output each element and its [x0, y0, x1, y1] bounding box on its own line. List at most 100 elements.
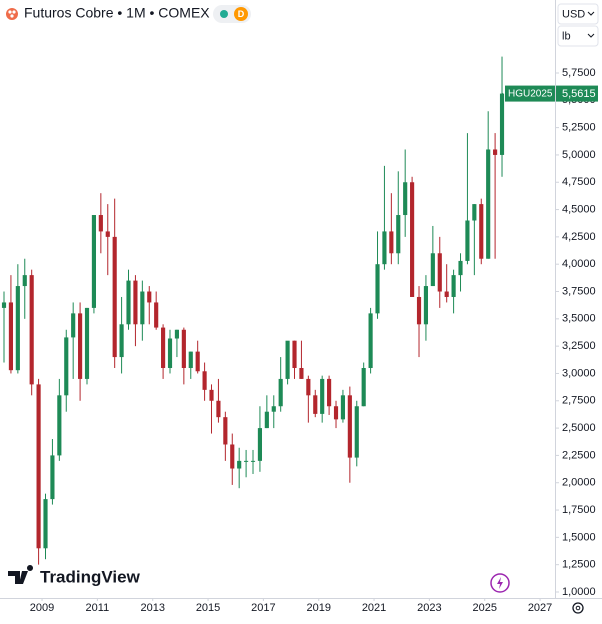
y-tick-label: 5,2500: [562, 122, 596, 134]
unit-selector[interactable]: [557, 25, 599, 47]
symbol-icon-dot: [12, 10, 16, 14]
candle-body: [43, 499, 48, 549]
settings-icon-center: [575, 605, 581, 611]
candle-body: [486, 149, 491, 259]
y-tick-label: 1,0000: [562, 586, 596, 598]
currency-text: USD: [562, 8, 585, 20]
y-tick-label: 5,0000: [562, 149, 596, 161]
chart-title: Futuros Cobre • 1M • COMEX: [24, 5, 210, 21]
candle-body: [84, 307, 90, 379]
candle-body: [285, 340, 290, 379]
candle-body: [361, 368, 366, 407]
x-tick-label: 2017: [251, 602, 275, 614]
x-tick-label: 2027: [528, 602, 552, 614]
candle-body: [126, 280, 131, 325]
candle-body: [327, 378, 332, 407]
candle-body: [8, 302, 14, 371]
candle-body: [382, 231, 387, 265]
settings-icon[interactable]: [572, 602, 584, 614]
y-tick-label: 5,7500: [562, 67, 596, 79]
x-tick-label: 2025: [472, 602, 496, 614]
symbol-icon: [6, 8, 18, 20]
candle-body: [230, 444, 235, 469]
candle-body: [465, 220, 470, 261]
currency-selector[interactable]: [557, 3, 599, 25]
candle-body: [472, 204, 477, 221]
candle-body: [499, 93, 505, 155]
y-tick-label: 3,5000: [562, 313, 596, 325]
candle-body: [264, 411, 269, 429]
candle-body: [306, 378, 311, 396]
candle-body: [340, 395, 346, 420]
y-tick-label: 2,0000: [562, 477, 596, 489]
candle-body: [188, 351, 193, 368]
candle-body: [257, 428, 263, 461]
candle-body: [320, 378, 325, 414]
candle-body: [64, 337, 69, 396]
candle-body: [333, 406, 339, 420]
candle-body: [22, 275, 27, 287]
candle-body: [423, 286, 429, 325]
candle-body: [416, 296, 422, 325]
candle-body: [347, 395, 352, 458]
candle-body: [403, 182, 408, 216]
candle-body: [202, 371, 207, 390]
y-tick-label: 1,7500: [562, 504, 596, 516]
candle-body: [493, 149, 498, 155]
candle-body: [71, 313, 76, 338]
y-tick-label: 4,2500: [562, 231, 596, 243]
candle-body: [1, 302, 7, 308]
x-tick-label: 2009: [30, 602, 54, 614]
candle-body: [209, 389, 214, 401]
brand-name: TradingView: [40, 567, 141, 586]
candle-body: [223, 417, 228, 445]
candle-body: [271, 406, 276, 412]
candle-body: [119, 324, 124, 358]
y-tick-label: 3,7500: [562, 285, 596, 297]
candle-body: [375, 264, 380, 314]
candle-body: [167, 338, 173, 368]
candle-body: [244, 460, 249, 462]
candle-body: [458, 260, 463, 276]
market-status-dot: [220, 10, 228, 18]
candle-body: [195, 351, 200, 372]
y-tick-label: 1,5000: [562, 531, 596, 543]
candle-body: [15, 286, 20, 371]
y-tick-label: 1,2500: [562, 559, 596, 571]
candle-body: [147, 291, 152, 303]
candle-body: [78, 313, 83, 379]
candle-body: [389, 231, 394, 254]
candle-body: [451, 275, 456, 297]
plot-area: [1, 56, 505, 565]
candle-body: [410, 182, 415, 297]
candle-body: [154, 302, 159, 328]
dropdown-arrow: [587, 11, 595, 16]
candle-body: [174, 329, 180, 339]
brand-logo: [8, 564, 34, 584]
x-tick-label: 2011: [86, 602, 110, 614]
y-tick-label: 3,2500: [562, 340, 596, 352]
candle-body: [237, 460, 242, 469]
candle-body: [181, 329, 186, 368]
y-tick-label: 4,0000: [562, 258, 596, 270]
symbol-icon-dot: [8, 10, 12, 14]
candle-body: [292, 340, 297, 368]
y-tick-label: 2,7500: [562, 395, 596, 407]
y-tick-label: 3,0000: [562, 367, 596, 379]
candle-body: [133, 280, 138, 325]
candle-body: [299, 368, 304, 379]
y-tick-label: 4,7500: [562, 176, 596, 188]
delay-badge: [234, 7, 248, 21]
candle-body: [161, 327, 166, 368]
candle-body: [444, 291, 449, 297]
candle-body: [112, 236, 117, 358]
candle-body: [278, 378, 283, 407]
candle-body: [57, 395, 62, 456]
last-price-box: [556, 85, 598, 102]
symbol-icon-dot: [10, 14, 14, 18]
candle-body: [396, 215, 401, 254]
candle-body: [50, 455, 55, 500]
candle-body: [140, 291, 145, 325]
y-tick-label: 2,2500: [562, 449, 596, 461]
